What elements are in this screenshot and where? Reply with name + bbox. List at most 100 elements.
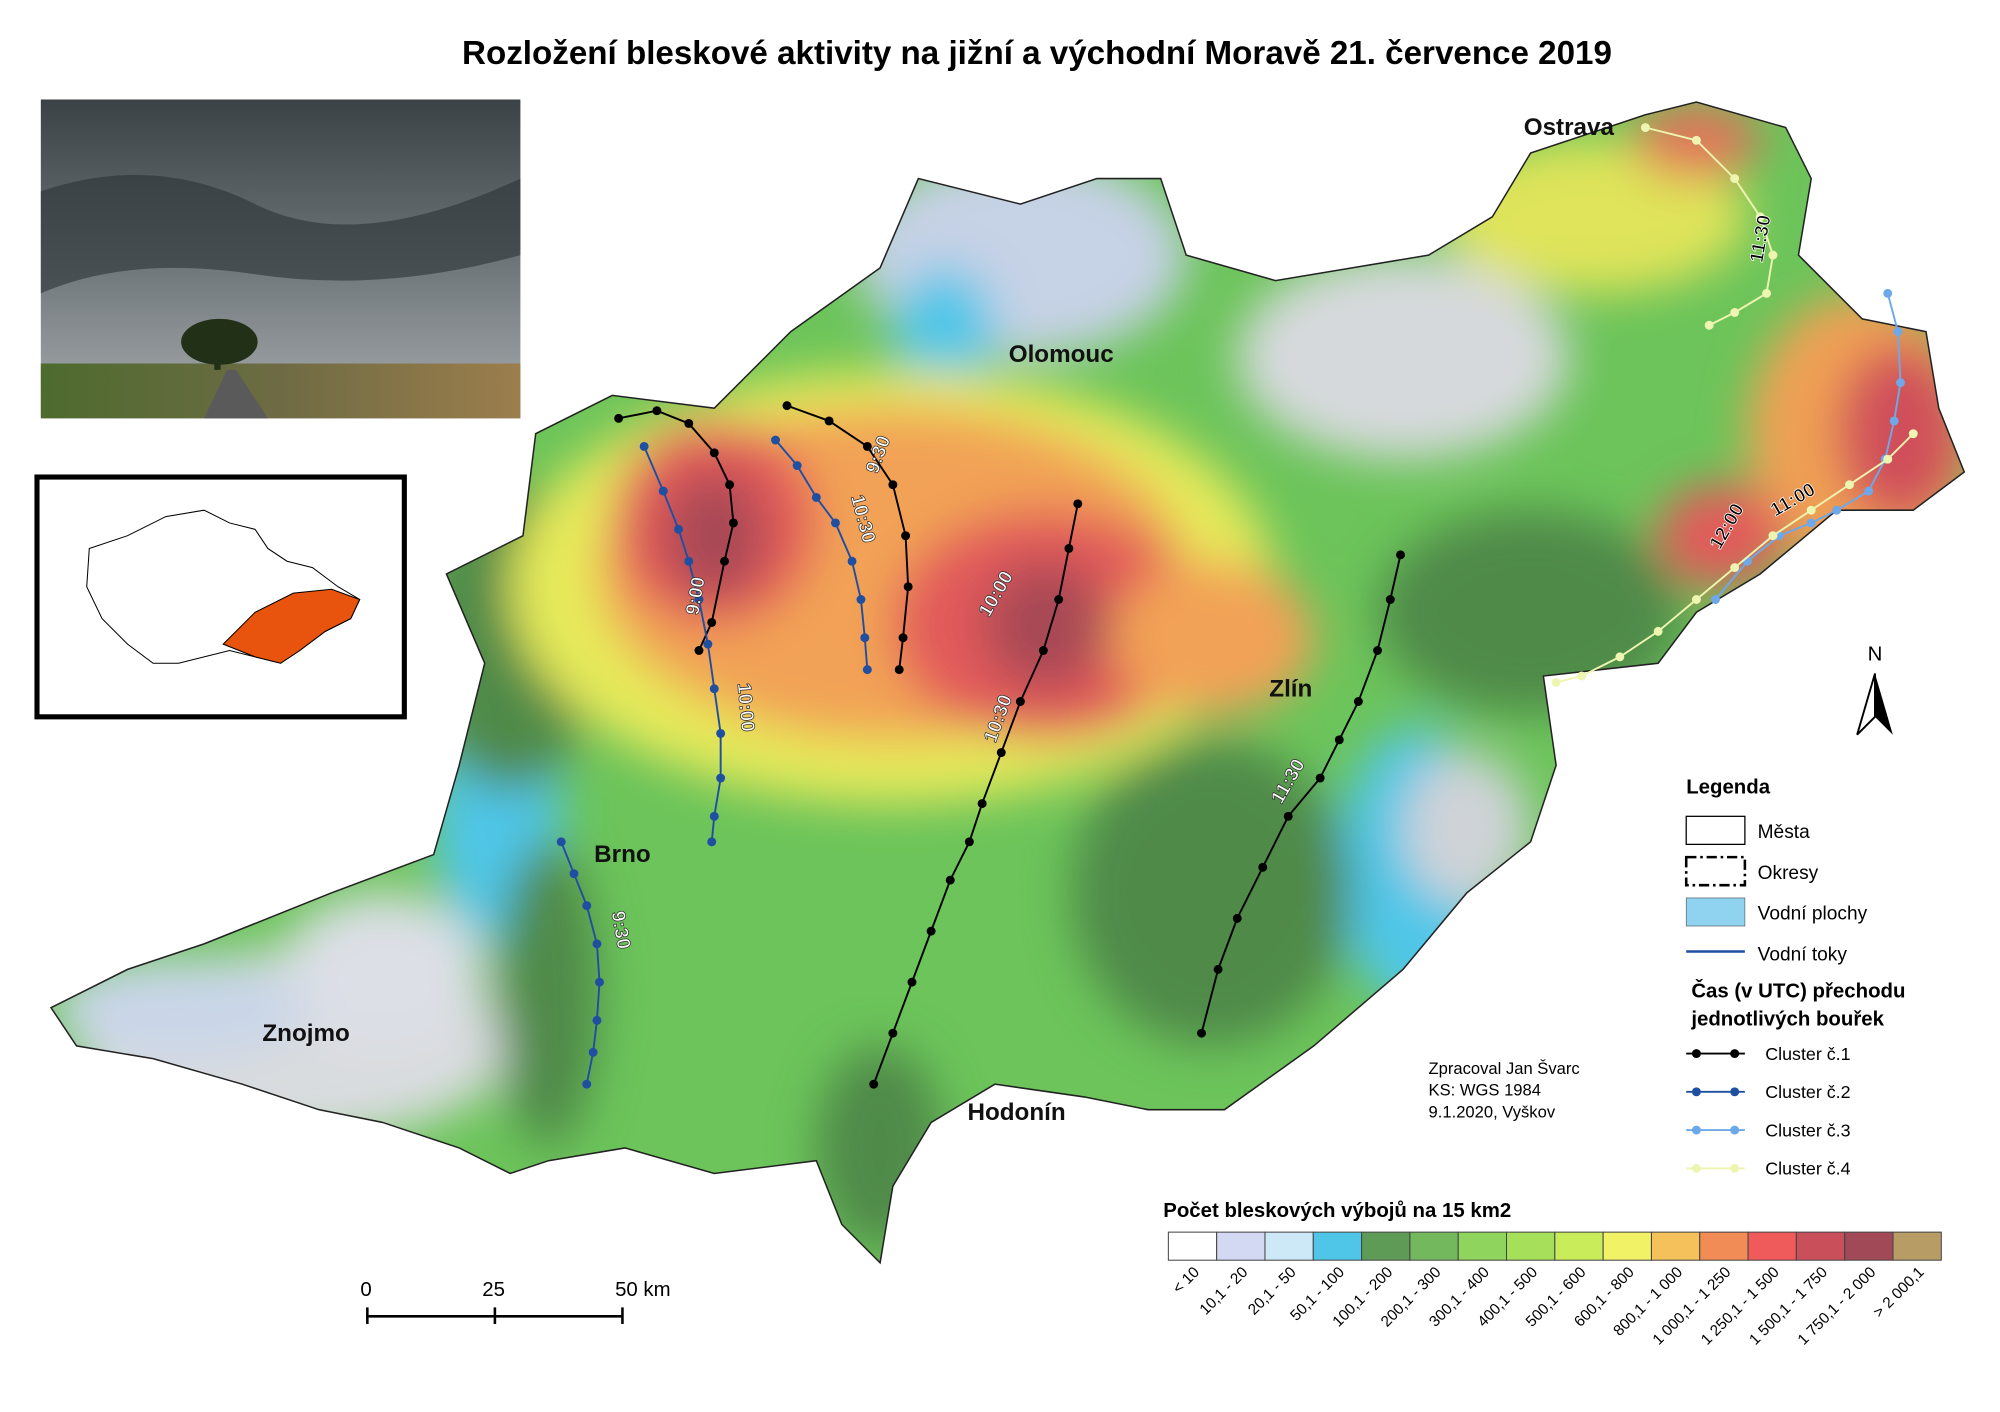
storm-point: [1889, 416, 1899, 426]
storm-point: [1883, 454, 1893, 464]
intensity-area: [1237, 255, 1569, 460]
legend-symbol: [1691, 1049, 1701, 1059]
legend-item: Vodní plochy: [1758, 904, 1868, 925]
north-arrow: N: [1856, 644, 1893, 736]
storm-track: [560, 841, 601, 1085]
storm-point: [658, 486, 668, 496]
colorbar-class: [1892, 1231, 1942, 1261]
intensity-area: [51, 956, 307, 1059]
storm-point: [674, 524, 684, 534]
storm-point: [592, 939, 602, 949]
credit-line: 9.1.2020, Vyškov: [1429, 1102, 1556, 1121]
storm-track: [786, 404, 910, 670]
storm-point: [1893, 327, 1903, 337]
legend-item: Vodní toky: [1758, 944, 1848, 965]
storm-point: [1730, 174, 1740, 184]
legend-item: Cluster č.2: [1765, 1082, 1850, 1102]
storm-point: [898, 633, 908, 643]
legend-symbol: [1691, 1087, 1701, 1097]
north-label: N: [1868, 644, 1883, 666]
storm-point: [1691, 595, 1701, 604]
storm-point: [782, 401, 792, 411]
storm-point: [582, 1079, 592, 1089]
colorbar-class: [1312, 1231, 1363, 1261]
storm-point: [1832, 505, 1842, 515]
storm-point: [1064, 544, 1074, 553]
storm-point: [595, 977, 604, 987]
colorbar-class: [1554, 1231, 1604, 1261]
legend-heading: Čas (v UTC) přechodu: [1691, 978, 1905, 1002]
storm-point: [1711, 595, 1721, 604]
city-label: Olomouc: [1009, 341, 1114, 368]
colorbar-class: [1844, 1231, 1894, 1261]
legend-symbol: [1691, 1163, 1701, 1173]
scale-label: 50 km: [615, 1279, 671, 1301]
storm-point: [707, 617, 717, 627]
storm-point: [709, 684, 719, 694]
storm-point: [1845, 480, 1854, 490]
intensity-area: [280, 892, 485, 1046]
city-label: Hodonín: [967, 1099, 1065, 1126]
colorbar: Počet bleskových výbojů na 15 km2 < 1010…: [1163, 1200, 1942, 1349]
colorbar-class: [1699, 1231, 1749, 1261]
city-label: Zlín: [1269, 675, 1312, 702]
legend-heading: jednotlivých bouřek: [1690, 1009, 1884, 1031]
storm-point: [830, 518, 840, 528]
legend-symbol: [1730, 1163, 1740, 1173]
storm-point: [694, 595, 704, 604]
storm-point: [694, 646, 704, 655]
colorbar-title: Počet bleskových výbojů na 15 km2: [1163, 1200, 1511, 1222]
storm-point: [720, 556, 729, 566]
storm-point: [1730, 308, 1740, 317]
storm-point: [1640, 123, 1650, 133]
storm-point: [709, 448, 719, 458]
storm-point: [1691, 135, 1701, 145]
storm-point: [582, 901, 592, 911]
storm-point: [945, 875, 955, 885]
storm-point: [901, 531, 911, 541]
storm-point: [1315, 773, 1325, 783]
storm-point: [862, 665, 872, 675]
intensity-area: [1836, 344, 1965, 523]
intensity-area: [497, 841, 600, 1148]
intensity-area: [1658, 484, 1786, 587]
intensity-area: [1071, 739, 1353, 1046]
storm-point: [1653, 626, 1663, 636]
storm-point: [652, 406, 662, 416]
city-label: Ostrava: [1524, 114, 1615, 141]
storm-point: [1768, 531, 1778, 541]
storm-point: [1806, 518, 1816, 528]
storm-point: [592, 1015, 602, 1025]
colorbar-class: [1650, 1231, 1701, 1261]
city-label: Znojmo: [262, 1020, 349, 1047]
legend-item: Města: [1758, 822, 1810, 843]
storm-point: [684, 419, 694, 428]
colorbar-class: [1457, 1231, 1508, 1261]
storm-point: [639, 441, 649, 451]
storm-point: [1038, 646, 1048, 655]
legend-symbol: [1691, 1125, 1701, 1135]
storm-point: [1283, 811, 1293, 821]
legend-title: Legenda: [1686, 776, 1771, 798]
storm-point: [1232, 913, 1242, 923]
scale-bar: 0 25 50 km: [360, 1279, 671, 1324]
colorbar-class: [1361, 1231, 1411, 1261]
storm-point: [1073, 499, 1083, 509]
storm-point: [888, 480, 898, 490]
storm-point: [1908, 429, 1918, 439]
storm-point: [556, 837, 566, 847]
storm-point: [1197, 1028, 1206, 1038]
colorbar-class: [1506, 1231, 1556, 1261]
storm-point: [684, 556, 694, 566]
storm-point: [824, 416, 834, 426]
colorbar-class: [1795, 1231, 1846, 1261]
storm-point: [1896, 378, 1905, 388]
storm-point: [894, 665, 904, 675]
photo: [40, 99, 521, 419]
storm-track: [774, 439, 869, 670]
colorbar-label: 10,1 - 20: [1197, 1264, 1252, 1319]
storm-point: [1015, 697, 1025, 706]
legend: Legenda Města Okresy Vodní plochy Vodní …: [1684, 776, 1905, 1179]
storm-point: [888, 1028, 898, 1038]
